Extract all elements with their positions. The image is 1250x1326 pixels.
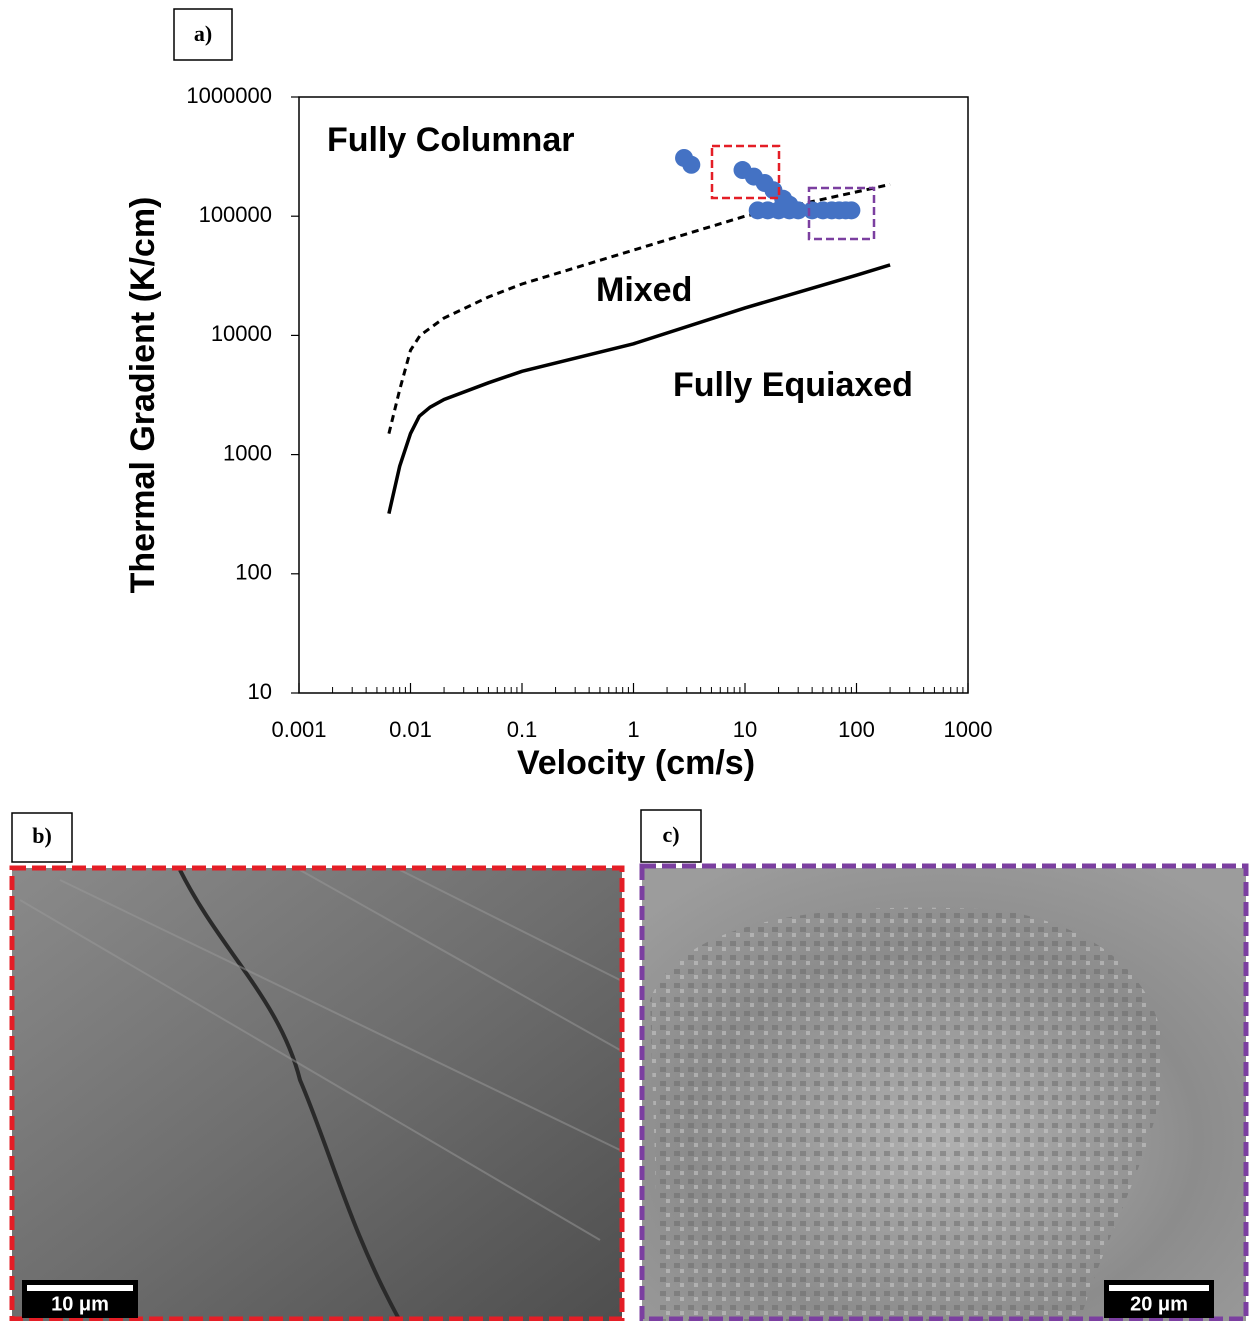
- x-tick-label: 0.1: [507, 717, 538, 742]
- curve: [387, 263, 891, 514]
- x-tick-label: 0.01: [389, 717, 432, 742]
- sem-image: [12, 868, 622, 1321]
- scale-bar-label: 20 μm: [1130, 1293, 1188, 1315]
- scale-bar: [27, 1285, 133, 1291]
- data-point: [682, 155, 701, 174]
- annotation: Fully Columnar: [327, 121, 574, 159]
- scale-bar: [1109, 1285, 1209, 1291]
- curve: [387, 182, 891, 434]
- panel-label: a): [194, 21, 212, 46]
- x-tick-label: 10: [733, 717, 757, 742]
- image-border: [639, 863, 1249, 1322]
- annotation: Fully Equiaxed: [673, 366, 913, 404]
- equiaxed-region: [650, 907, 1164, 1321]
- panel-label: c): [662, 822, 679, 847]
- scale-bar-label: 10 μm: [51, 1293, 109, 1315]
- y-axis-label: Thermal Gradient (K/cm): [124, 197, 162, 594]
- y-tick-label: 100000: [199, 202, 272, 227]
- panel-label-box: [173, 8, 233, 61]
- y-tick-label: 100: [235, 560, 272, 585]
- annotation: Mixed: [596, 271, 692, 309]
- x-tick-label: 0.001: [271, 717, 326, 742]
- grain-boundary: [178, 869, 402, 1322]
- image-border: [9, 865, 625, 1322]
- x-axis-label: Velocity (cm/s): [517, 744, 755, 782]
- texture: [19, 869, 621, 1241]
- highlight-box: [807, 186, 876, 241]
- y-tick-label: 10: [248, 679, 272, 704]
- x-tick-label: 100: [838, 717, 875, 742]
- x-tick-label: 1000: [944, 717, 993, 742]
- chart: 0.001 0.01 0.1 1 10 100 1000 10 100 1000 10000 1000…: [186, 83, 992, 742]
- y-tick-label: 1000: [223, 440, 272, 465]
- panel-label-box: [640, 809, 702, 863]
- panel-label-box: [11, 812, 73, 863]
- highlight-box: [710, 144, 781, 200]
- data-point: [789, 201, 808, 220]
- data-point: [842, 201, 861, 220]
- y-tick-label: 1000000: [186, 83, 272, 108]
- panel-label: b): [32, 823, 52, 848]
- y-tick-label: 10000: [211, 321, 272, 346]
- x-tick-label: 1: [627, 717, 639, 742]
